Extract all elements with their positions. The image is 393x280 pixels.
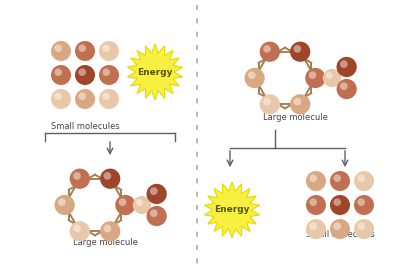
Circle shape [263,45,271,53]
Circle shape [305,68,325,88]
Circle shape [75,89,95,109]
Circle shape [58,198,66,206]
Circle shape [330,195,350,215]
Circle shape [73,172,81,180]
Circle shape [147,206,167,226]
Circle shape [294,45,301,53]
Circle shape [248,71,256,79]
Circle shape [75,41,95,61]
Circle shape [133,196,151,214]
Circle shape [51,65,71,85]
Circle shape [357,199,365,206]
Circle shape [100,221,120,241]
Circle shape [336,57,357,77]
Circle shape [357,222,365,230]
Circle shape [103,68,110,76]
Circle shape [150,187,158,195]
Circle shape [336,79,357,99]
Circle shape [306,219,326,239]
Circle shape [294,98,301,105]
Circle shape [309,71,316,79]
Circle shape [306,195,326,215]
Circle shape [290,94,310,115]
Circle shape [99,65,119,85]
Circle shape [115,195,136,215]
Circle shape [103,225,111,232]
Circle shape [323,69,341,87]
Text: Large molecule: Large molecule [73,238,138,247]
Circle shape [54,68,62,76]
Circle shape [78,68,86,76]
Circle shape [51,89,71,109]
Circle shape [119,198,127,206]
Circle shape [136,199,143,206]
Circle shape [260,94,280,115]
Circle shape [333,199,341,206]
Circle shape [354,219,374,239]
Circle shape [290,42,310,62]
Circle shape [357,174,365,182]
Circle shape [340,82,348,90]
Circle shape [100,169,120,189]
Circle shape [73,225,81,232]
Circle shape [103,172,111,180]
Text: Energy: Energy [214,206,250,214]
Circle shape [103,45,110,52]
Polygon shape [204,182,259,238]
Circle shape [70,221,90,241]
Circle shape [309,174,317,182]
Circle shape [330,171,350,191]
Polygon shape [127,44,183,100]
Circle shape [340,60,348,68]
Circle shape [354,171,374,191]
Circle shape [354,195,374,215]
Text: Small molecules: Small molecules [306,230,375,239]
Circle shape [51,41,71,61]
Circle shape [54,45,62,52]
Circle shape [55,195,75,215]
Circle shape [99,41,119,61]
Circle shape [333,174,341,182]
Circle shape [147,184,167,204]
Circle shape [326,72,333,79]
Circle shape [75,65,95,85]
Circle shape [309,199,317,206]
Text: Small molecules: Small molecules [51,122,119,131]
Circle shape [306,171,326,191]
Circle shape [78,45,86,52]
Circle shape [78,92,86,100]
Text: Large molecule: Large molecule [263,113,327,122]
Circle shape [263,98,271,105]
Circle shape [99,89,119,109]
Circle shape [70,169,90,189]
Text: Energy: Energy [137,67,173,76]
Circle shape [330,219,350,239]
Circle shape [309,222,317,230]
Circle shape [333,222,341,230]
Circle shape [150,209,158,217]
Circle shape [260,42,280,62]
Circle shape [103,92,110,100]
Circle shape [54,92,62,100]
Circle shape [244,68,265,88]
